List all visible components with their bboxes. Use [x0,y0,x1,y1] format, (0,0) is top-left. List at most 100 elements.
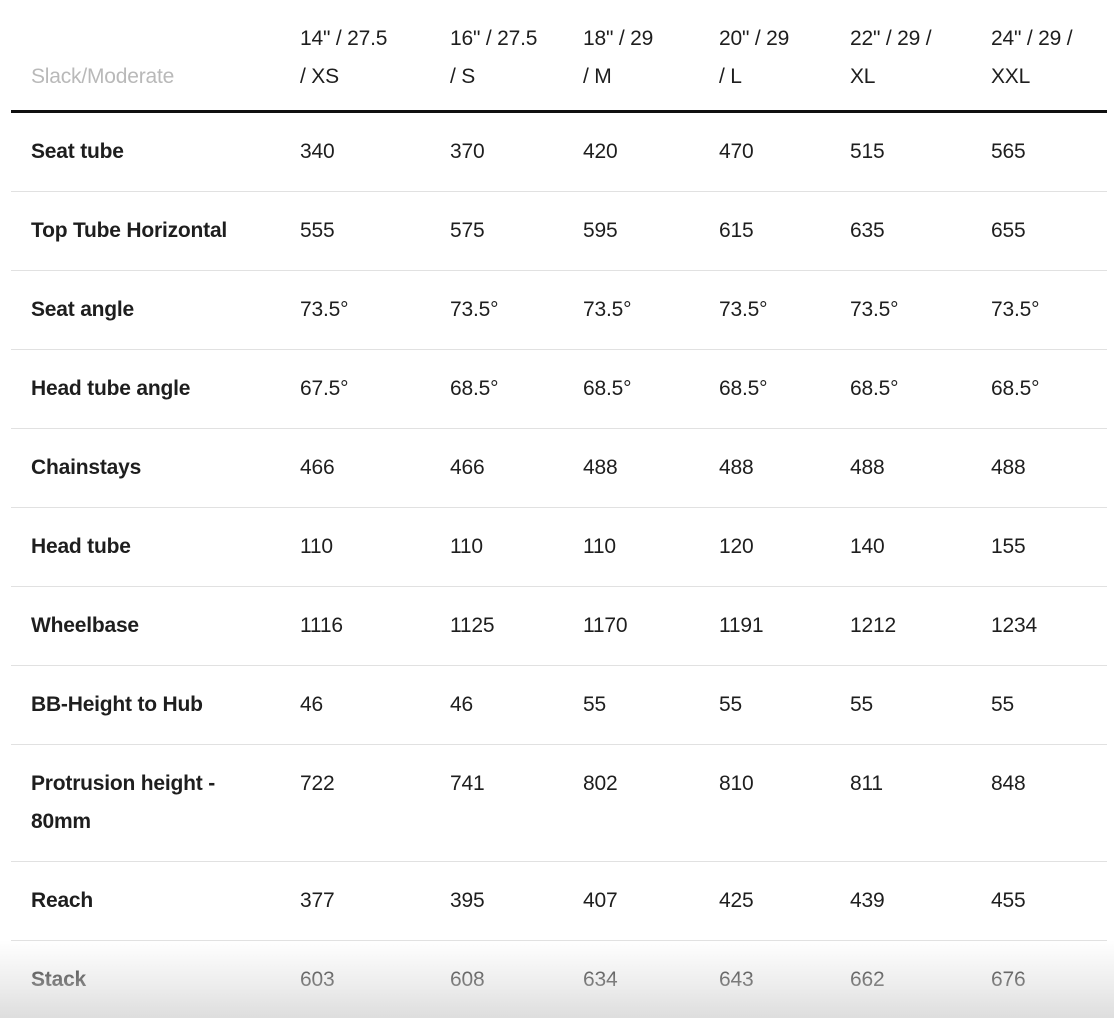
size-header-line1: 22" / 29 / [850,20,985,58]
spec-label-line2: 80mm [31,803,294,841]
geometry-table: Slack/Moderate 14" / 27.5 / XS 16" / 27.… [11,0,1107,1019]
spec-value: 420 [583,112,719,192]
spec-value: 643 [719,941,850,1019]
spec-value: 1170 [583,587,719,666]
size-header-line2: XL [850,58,985,96]
spec-label: Seat tube [11,112,300,192]
spec-value: 811 [850,745,991,862]
spec-label: BB-Height to Hub [11,666,300,745]
spec-value: 466 [450,429,583,508]
spec-value: 68.5° [991,350,1107,429]
spec-value: 46 [450,666,583,745]
spec-value: 662 [850,941,991,1019]
spec-value: 73.5° [450,271,583,350]
spec-row-bb-height-to-hub: BB-Height to Hub 46 46 55 55 55 55 [11,666,1107,745]
spec-value: 55 [719,666,850,745]
spec-label: Chainstays [11,429,300,508]
spec-value: 340 [300,112,450,192]
spec-row-stack: Stack 603 608 634 643 662 676 [11,941,1107,1019]
spec-label-line1: Protrusion height - [31,765,294,803]
corner-label: Slack/Moderate [11,0,300,112]
spec-value: 1234 [991,587,1107,666]
spec-value: 455 [991,862,1107,941]
spec-value: 55 [991,666,1107,745]
spec-value: 68.5° [583,350,719,429]
spec-value: 565 [991,112,1107,192]
spec-label: Head tube [11,508,300,587]
size-header-line1: 16" / 27.5 [450,20,577,58]
spec-value: 676 [991,941,1107,1019]
spec-value: 140 [850,508,991,587]
spec-value: 634 [583,941,719,1019]
spec-value: 46 [300,666,450,745]
spec-value: 110 [300,508,450,587]
spec-value: 73.5° [719,271,850,350]
spec-value: 68.5° [719,350,850,429]
spec-value: 1191 [719,587,850,666]
spec-value: 515 [850,112,991,192]
spec-row-seat-angle: Seat angle 73.5° 73.5° 73.5° 73.5° 73.5°… [11,271,1107,350]
spec-label: Reach [11,862,300,941]
spec-label: Wheelbase [11,587,300,666]
size-column-header-xl: 22" / 29 / XL [850,0,991,112]
size-column-header-m: 18" / 29 / M [583,0,719,112]
spec-value: 655 [991,192,1107,271]
size-header-line2: / M [583,58,713,96]
spec-value: 155 [991,508,1107,587]
spec-value: 722 [300,745,450,862]
size-column-header-xs: 14" / 27.5 / XS [300,0,450,112]
spec-value: 575 [450,192,583,271]
spec-value: 802 [583,745,719,862]
size-column-header-xxl: 24" / 29 / XXL [991,0,1107,112]
spec-value: 1116 [300,587,450,666]
size-column-header-l: 20" / 29 / L [719,0,850,112]
spec-value: 377 [300,862,450,941]
size-header-line1: 20" / 29 [719,20,844,58]
spec-value: 603 [300,941,450,1019]
spec-value: 608 [450,941,583,1019]
spec-value: 555 [300,192,450,271]
spec-label: Protrusion height - 80mm [11,745,300,862]
spec-value: 425 [719,862,850,941]
spec-label: Stack [11,941,300,1019]
spec-value: 55 [850,666,991,745]
size-header-line2: XXL [991,58,1101,96]
spec-row-wheelbase: Wheelbase 1116 1125 1170 1191 1212 1234 [11,587,1107,666]
spec-value: 615 [719,192,850,271]
spec-value: 370 [450,112,583,192]
spec-row-seat-tube: Seat tube 340 370 420 470 515 565 [11,112,1107,192]
spec-value: 68.5° [450,350,583,429]
spec-value: 73.5° [991,271,1107,350]
size-header-line1: 24" / 29 / [991,20,1101,58]
size-column-header-s: 16" / 27.5 / S [450,0,583,112]
spec-value: 741 [450,745,583,862]
spec-label: Seat angle [11,271,300,350]
spec-value: 55 [583,666,719,745]
spec-value: 67.5° [300,350,450,429]
spec-value: 810 [719,745,850,862]
spec-value: 407 [583,862,719,941]
spec-value: 1212 [850,587,991,666]
spec-label: Top Tube Horizontal [11,192,300,271]
spec-value: 439 [850,862,991,941]
spec-value: 595 [583,192,719,271]
spec-value: 73.5° [583,271,719,350]
spec-value: 110 [583,508,719,587]
spec-value: 466 [300,429,450,508]
size-header-line2: / L [719,58,844,96]
spec-value: 120 [719,508,850,587]
spec-value: 110 [450,508,583,587]
spec-value: 488 [583,429,719,508]
size-header-line1: 14" / 27.5 [300,20,444,58]
spec-value: 488 [991,429,1107,508]
spec-value: 635 [850,192,991,271]
spec-value: 68.5° [850,350,991,429]
spec-value: 488 [850,429,991,508]
spec-value: 395 [450,862,583,941]
spec-row-chainstays: Chainstays 466 466 488 488 488 488 [11,429,1107,508]
spec-value: 1125 [450,587,583,666]
spec-row-reach: Reach 377 395 407 425 439 455 [11,862,1107,941]
spec-value: 73.5° [850,271,991,350]
header-row: Slack/Moderate 14" / 27.5 / XS 16" / 27.… [11,0,1107,112]
spec-value: 73.5° [300,271,450,350]
